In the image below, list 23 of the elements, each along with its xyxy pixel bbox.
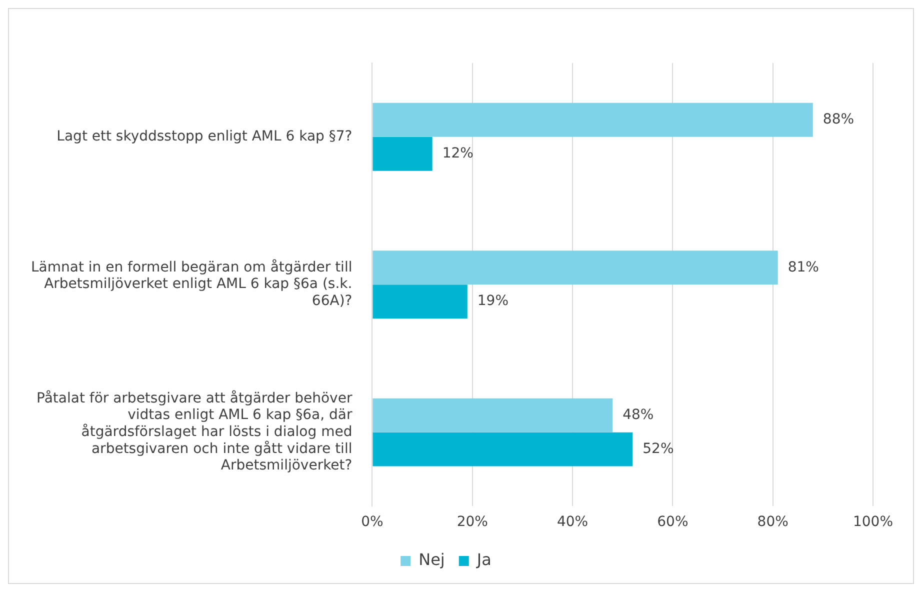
bar <box>372 102 813 137</box>
legend-label: Ja <box>476 550 492 570</box>
bar <box>372 432 633 466</box>
x-tick-label: 0% <box>361 514 384 530</box>
y-tick-label: Lagt ett skyddsstopp enligt AML 6 kap §7? <box>56 128 352 145</box>
x-tick-label: 40% <box>556 514 588 530</box>
data-label: 88% <box>822 112 854 128</box>
y-tick-label: Lämnat in en formell begäran om åtgärder till Arbetsmiljöverket enligt AML 6 kap §6a (s.k. 66A)? <box>30 258 352 310</box>
bar <box>372 250 778 285</box>
data-label: 12% <box>442 145 474 162</box>
x-tick-label: 60% <box>657 514 688 530</box>
data-label: 81% <box>788 259 819 276</box>
bar <box>372 398 613 432</box>
data-label: 52% <box>642 440 674 457</box>
x-tick-label: 80% <box>757 514 788 530</box>
bar <box>372 136 432 171</box>
data-label: 48% <box>622 406 654 423</box>
x-tick-label: 20% <box>456 514 488 530</box>
data-label: 19% <box>477 293 508 310</box>
legend-label: Nej <box>418 550 445 570</box>
y-tick-label: Påtalat för arbetsgivare att åtgärder behöver vidtas enligt AML 6 kap §6a, där åtgärdsförslaget har lösts i dialog med arbetsgivaren och inte gått vidare till Arbetsmiljöverket? <box>36 389 352 474</box>
bar <box>372 284 468 319</box>
x-tick-label: 100% <box>852 514 894 530</box>
